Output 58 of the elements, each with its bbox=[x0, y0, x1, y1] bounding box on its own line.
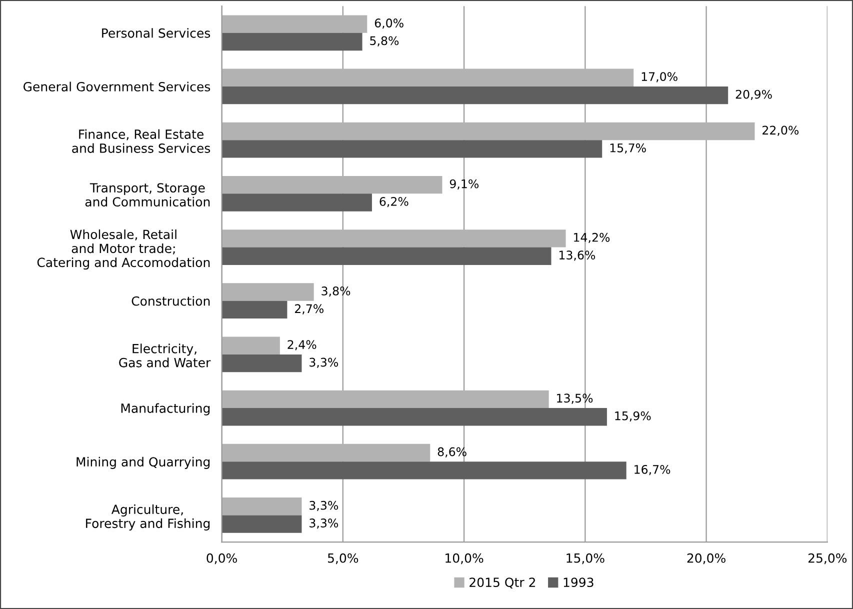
bar bbox=[222, 194, 372, 212]
y-tick-label: Transport, Storage and Communication bbox=[85, 183, 210, 207]
y-tick-label: Agriculture, Forestry and Fishing bbox=[86, 504, 210, 531]
data-label: 2,7% bbox=[295, 304, 324, 314]
bar bbox=[222, 390, 549, 408]
bar bbox=[222, 444, 430, 462]
bar bbox=[222, 86, 728, 104]
bar bbox=[222, 122, 755, 140]
x-tick-label: 5,0% bbox=[328, 553, 358, 564]
x-tick-label: 15,0% bbox=[566, 553, 604, 564]
bar bbox=[222, 336, 280, 354]
data-label: 6,0% bbox=[374, 18, 404, 29]
x-tick-label: 20,0% bbox=[687, 553, 726, 564]
data-label: 15,9% bbox=[615, 411, 651, 422]
data-label: 20,9% bbox=[736, 90, 772, 100]
bar bbox=[222, 408, 607, 426]
data-label: 3,3% bbox=[310, 518, 338, 529]
bar bbox=[222, 15, 368, 33]
data-label: 14,2% bbox=[574, 232, 610, 244]
data-label: 16,7% bbox=[634, 464, 670, 476]
bar bbox=[222, 300, 288, 319]
bar bbox=[222, 515, 302, 533]
bar bbox=[222, 230, 566, 248]
data-label: 22,0% bbox=[762, 126, 799, 136]
bar bbox=[222, 32, 362, 51]
bar bbox=[222, 140, 602, 158]
bar bbox=[222, 354, 302, 372]
y-tick-label: Construction bbox=[132, 296, 210, 306]
y-tick-label: Manufacturing bbox=[121, 403, 210, 416]
y-tick-label: General Government Services bbox=[23, 82, 210, 92]
y-tick-label: Wholesale, Retail and Motor trade; Catering and Accomodation bbox=[37, 229, 210, 270]
y-tick-label: Mining and Quarrying bbox=[76, 456, 210, 469]
data-label: 3,3% bbox=[310, 500, 338, 511]
bar bbox=[222, 462, 626, 480]
x-tick-label: 25,0% bbox=[808, 553, 847, 564]
x-tick-label: 10,0% bbox=[446, 553, 484, 564]
data-label: 13,6% bbox=[559, 250, 596, 261]
x-tick-label: 0,0% bbox=[206, 553, 237, 564]
y-tick-label: Personal Services bbox=[102, 28, 210, 38]
data-label: 3,3% bbox=[310, 358, 338, 368]
data-label: 5,8% bbox=[370, 36, 399, 46]
bar bbox=[222, 498, 302, 516]
legend-label: 2015 Qtr 2 bbox=[470, 578, 535, 588]
y-tick-label: Electricity, Gas and Water bbox=[119, 344, 211, 368]
data-label: 6,2% bbox=[380, 197, 408, 208]
data-label: 8,6% bbox=[438, 447, 466, 458]
bar bbox=[222, 283, 314, 301]
bar bbox=[222, 68, 634, 86]
data-label: 3,8% bbox=[322, 286, 350, 297]
data-label: 2,4% bbox=[288, 340, 316, 350]
bar bbox=[222, 247, 552, 265]
data-label: 9,1% bbox=[450, 179, 479, 190]
data-label: 15,7% bbox=[610, 143, 646, 154]
bar bbox=[222, 176, 442, 194]
data-label: 17,0% bbox=[642, 72, 678, 82]
data-label: 13,5% bbox=[557, 394, 593, 404]
legend-label: 1993 bbox=[564, 578, 594, 588]
y-tick-label: Finance, Real Estate and Business Services bbox=[72, 129, 210, 153]
